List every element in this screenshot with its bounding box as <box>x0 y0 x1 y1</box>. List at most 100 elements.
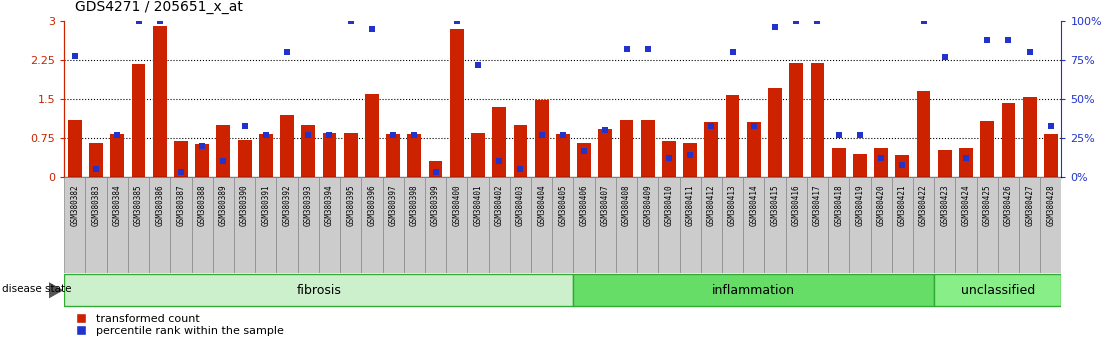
Text: GDS4271 / 205651_x_at: GDS4271 / 205651_x_at <box>75 0 244 14</box>
Point <box>978 37 996 43</box>
Bar <box>768 88 782 177</box>
Point <box>639 46 657 52</box>
Point <box>491 159 509 164</box>
Bar <box>489 177 510 273</box>
Text: GSM380415: GSM380415 <box>770 185 780 226</box>
Point <box>236 123 254 129</box>
Point <box>766 25 783 30</box>
Point <box>66 53 84 58</box>
Text: GSM380393: GSM380393 <box>304 185 312 226</box>
Point <box>872 155 890 161</box>
Bar <box>934 274 1061 306</box>
Bar <box>171 177 192 273</box>
Bar <box>747 122 761 177</box>
Bar <box>955 177 976 273</box>
Text: GSM380389: GSM380389 <box>219 185 228 226</box>
Point <box>109 132 126 138</box>
Bar <box>343 133 358 177</box>
Text: inflammation: inflammation <box>712 284 796 297</box>
Bar <box>322 133 337 177</box>
Bar <box>471 133 485 177</box>
Point <box>384 132 402 138</box>
Text: GSM380421: GSM380421 <box>897 185 906 226</box>
Bar <box>234 177 255 273</box>
Bar <box>913 177 934 273</box>
Text: GSM380422: GSM380422 <box>919 185 929 226</box>
Text: disease state: disease state <box>2 284 72 293</box>
Text: GSM380403: GSM380403 <box>516 185 525 226</box>
Text: GSM380417: GSM380417 <box>813 185 822 226</box>
Bar <box>255 177 276 273</box>
Bar <box>960 148 973 177</box>
Bar <box>276 177 298 273</box>
Point <box>130 18 147 24</box>
Point <box>575 148 593 153</box>
Bar <box>765 177 786 273</box>
Point <box>193 143 211 149</box>
Point <box>172 170 189 175</box>
Bar <box>468 177 489 273</box>
Bar <box>832 148 845 177</box>
Point <box>406 132 423 138</box>
Point <box>681 152 699 158</box>
Text: GSM380411: GSM380411 <box>686 185 695 226</box>
Bar <box>510 177 531 273</box>
Point <box>1020 50 1038 55</box>
Bar <box>726 95 739 177</box>
Bar <box>106 177 127 273</box>
Point <box>342 18 360 24</box>
Point <box>533 132 551 138</box>
Bar <box>700 177 722 273</box>
Point <box>702 123 720 129</box>
Bar <box>68 120 82 177</box>
Point <box>809 18 827 24</box>
Bar <box>998 177 1019 273</box>
Bar <box>722 177 743 273</box>
Legend: transformed count, percentile rank within the sample: transformed count, percentile rank withi… <box>70 314 285 336</box>
Text: GSM380384: GSM380384 <box>113 185 122 226</box>
Point <box>617 46 635 52</box>
Bar <box>874 148 888 177</box>
Bar <box>111 135 124 177</box>
Text: GSM380399: GSM380399 <box>431 185 440 226</box>
Bar <box>1023 97 1037 177</box>
Bar <box>90 143 103 177</box>
Text: GSM380409: GSM380409 <box>644 185 653 226</box>
Bar <box>280 115 294 177</box>
Bar <box>403 177 425 273</box>
Bar <box>425 177 447 273</box>
Text: GSM380388: GSM380388 <box>197 185 207 226</box>
Bar <box>150 177 171 273</box>
Point <box>299 132 317 138</box>
Bar <box>679 177 700 273</box>
Point <box>957 155 975 161</box>
Bar <box>132 64 145 177</box>
Bar <box>450 29 463 177</box>
Text: GSM380405: GSM380405 <box>558 185 567 226</box>
Text: GSM380386: GSM380386 <box>155 185 164 226</box>
Bar <box>492 107 506 177</box>
Point <box>596 127 614 133</box>
Point <box>278 50 296 55</box>
Polygon shape <box>49 283 62 298</box>
Bar <box>195 144 209 177</box>
Text: GSM380387: GSM380387 <box>176 185 185 226</box>
Text: GSM380382: GSM380382 <box>71 185 80 226</box>
Bar <box>705 122 718 177</box>
Bar <box>850 177 871 273</box>
Bar <box>365 94 379 177</box>
Bar <box>319 177 340 273</box>
Text: GSM380406: GSM380406 <box>579 185 588 226</box>
Bar <box>684 143 697 177</box>
Bar <box>513 125 527 177</box>
Text: GSM380392: GSM380392 <box>283 185 291 226</box>
Point <box>469 62 486 68</box>
Bar <box>447 177 468 273</box>
Point <box>660 155 678 161</box>
Text: GSM380401: GSM380401 <box>473 185 482 226</box>
Bar <box>807 177 828 273</box>
Bar <box>895 155 910 177</box>
Point <box>788 18 806 24</box>
Point <box>1042 123 1059 129</box>
Bar <box>828 177 850 273</box>
